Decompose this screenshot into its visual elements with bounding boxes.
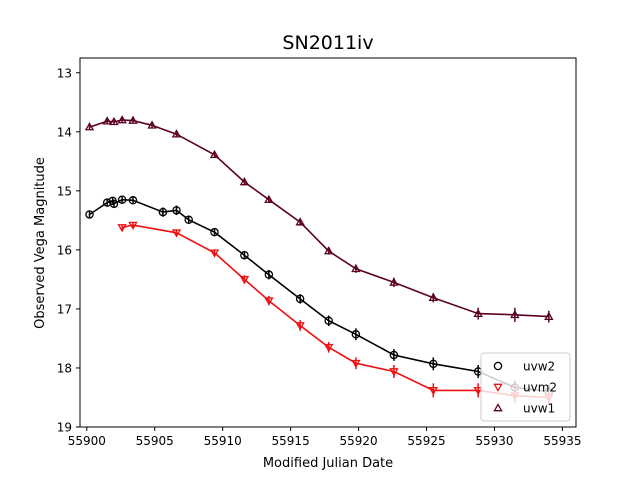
x-axis-label: Modified Julian Date (263, 456, 393, 471)
data-point (171, 229, 182, 238)
x-tick-label: 55925 (407, 434, 445, 448)
legend-label: uvm2 (523, 381, 557, 395)
data-point (117, 195, 127, 204)
data-point (295, 217, 305, 226)
data-point (264, 297, 274, 306)
data-point (389, 277, 399, 286)
legend-entry-uvm2: uvm2 (493, 381, 557, 395)
data-point (295, 294, 305, 304)
y-tick-label: 17 (57, 302, 72, 316)
data-point (84, 122, 95, 131)
data-point (128, 221, 138, 230)
data-point (109, 116, 119, 126)
legend-entry-uvw1: uvw1 (493, 402, 555, 416)
data-point (240, 250, 249, 260)
legend-label: uvw2 (523, 360, 555, 374)
series-line-uvm2 (121, 224, 549, 399)
legend-marker (493, 403, 503, 412)
legend-box (480, 352, 571, 422)
y-tick-label: 13 (57, 66, 72, 80)
data-point (473, 308, 483, 317)
y-tick-label: 14 (57, 125, 72, 139)
data-point (264, 270, 274, 279)
x-tick-label: 55910 (204, 434, 242, 448)
legend-label: uvw1 (523, 402, 555, 416)
data-point (351, 359, 361, 369)
legend: uvw2 uvm2 uvw1 (480, 352, 571, 422)
data-point (295, 322, 305, 331)
data-point (117, 115, 127, 124)
y-tick-label: 15 (57, 184, 72, 198)
data-point (429, 359, 438, 369)
data-point (389, 368, 399, 377)
data-point (264, 194, 274, 204)
y-tick-label: 19 (57, 421, 72, 435)
axes-frame (79, 57, 577, 428)
data-point (428, 292, 439, 302)
data-point (171, 129, 182, 138)
data-point (109, 199, 119, 209)
x-tick-label: 55920 (339, 434, 377, 448)
data-point (158, 207, 168, 217)
data-point (147, 120, 157, 129)
data-point (428, 387, 439, 396)
series-uvw1 (84, 115, 554, 323)
data-point (117, 224, 127, 233)
x-tick-label: 55900 (68, 434, 106, 448)
x-tick-label: 55930 (475, 434, 513, 448)
data-point (239, 177, 250, 186)
x-tick-label: 55915 (272, 434, 310, 448)
data-point (510, 309, 520, 319)
data-point (85, 210, 94, 219)
legend-entry-uvw2: uvw2 (493, 360, 555, 374)
data-point (324, 316, 333, 325)
series-line-uvw1 (89, 119, 549, 318)
data-point (128, 196, 138, 205)
legend-marker (493, 383, 503, 392)
y-tick-label: 18 (57, 361, 72, 375)
data-point (351, 330, 361, 339)
data-point (210, 227, 219, 237)
y-tick-label: 16 (57, 243, 72, 257)
data-point (351, 263, 361, 273)
data-point (323, 246, 334, 255)
x-tick-label: 55935 (543, 434, 581, 448)
data-point (323, 343, 334, 353)
data-point (209, 149, 220, 159)
data-point (102, 116, 112, 125)
x-tick-label: 55905 (136, 434, 174, 448)
data-point (128, 115, 138, 124)
legend-marker (493, 361, 503, 371)
chart-title: SN2011iv (282, 32, 373, 54)
plot-area: 55900 55905 55910 55915 55920 55925 55930 55935… (57, 57, 582, 448)
data-point (239, 276, 250, 285)
data-point (544, 311, 554, 320)
data-point (209, 249, 220, 258)
y-axis-label: Observed Vega Magnitude (33, 157, 48, 329)
data-point (473, 387, 483, 396)
data-point (184, 215, 193, 225)
data-point (389, 350, 399, 360)
data-point (172, 206, 181, 215)
